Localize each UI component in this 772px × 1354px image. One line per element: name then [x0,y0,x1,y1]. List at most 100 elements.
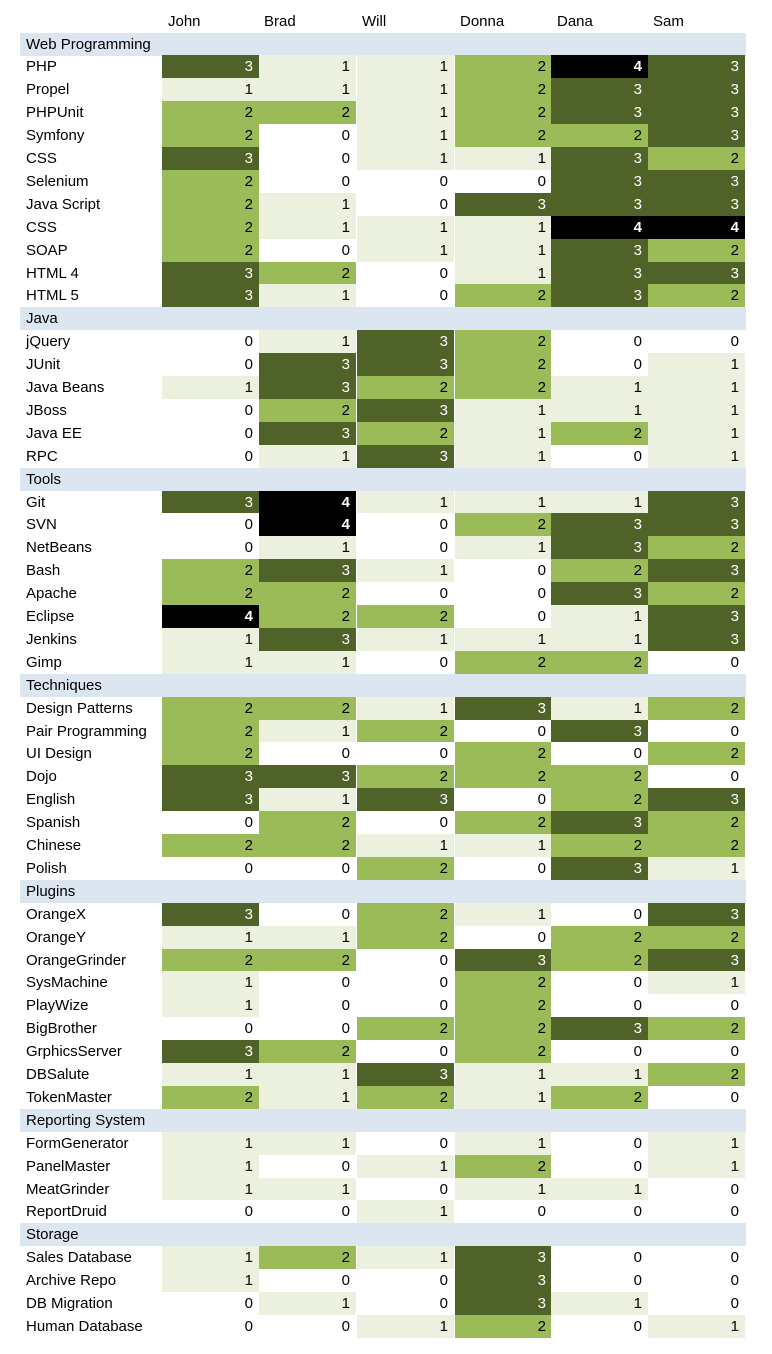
heatmap-cell: 1 [551,376,648,399]
heatmap-cell: 1 [162,971,259,995]
heatmap-cell: 3 [455,696,552,720]
heatmap-cell: 1 [648,971,745,995]
heatmap-cell: 3 [551,536,648,560]
heatmap-cell: 3 [648,261,745,285]
heatmap-cell: 2 [551,948,648,972]
row-label: ReportDruid [26,1203,107,1221]
row-label: CSS [26,218,57,236]
heatmap-cell: 2 [162,124,259,148]
group-label: Storage [26,1226,79,1244]
heatmap-cell: 1 [455,421,552,445]
heatmap-cell: 2 [455,376,552,399]
heatmap-cell: 2 [455,78,552,102]
heatmap-cell: 1 [551,1177,648,1201]
heatmap-cell: 2 [259,834,356,857]
heatmap-cell: 0 [162,1017,259,1041]
heatmap-cell: 0 [551,1154,648,1178]
row-label: SysMachine [26,974,108,992]
row-label: HTML 5 [26,287,79,305]
heatmap-cell: 1 [455,147,552,170]
heatmap-cell: 2 [259,261,356,285]
heatmap-cell: 0 [357,1131,454,1155]
heatmap-cell: 2 [551,834,648,857]
row-label: TokenMaster [26,1088,112,1106]
heatmap-cell: 1 [259,925,356,949]
heatmap-cell: 2 [648,147,745,170]
heatmap-cell: 3 [648,559,745,583]
row-label: Propel [26,81,70,99]
row-label: Polish [26,859,67,877]
heatmap-cell: 3 [455,948,552,972]
row-label: HTML 4 [26,264,79,282]
heatmap-cell: 0 [357,1177,454,1201]
heatmap-cell: 2 [455,284,552,308]
heatmap-cell: 0 [551,1200,648,1224]
row-label: RPC [26,447,58,465]
row-label: Java Beans [26,379,105,396]
heatmap-cell: 0 [648,1040,745,1064]
row-label: Gimp [26,653,62,671]
heatmap-cell: 0 [259,1200,356,1224]
heatmap-cell: 1 [259,1085,356,1109]
heatmap-cell: 2 [357,1085,454,1109]
heatmap-cell: 2 [551,559,648,583]
heatmap-cell: 2 [162,238,259,262]
heatmap-cell: 2 [648,925,745,949]
heatmap-cell: 1 [455,1085,552,1109]
heatmap-cell: 0 [357,742,454,766]
heatmap-cell: 2 [162,559,259,583]
heatmap-cell: 1 [259,330,356,354]
heatmap-cell: 0 [648,330,745,354]
heatmap-cell: 3 [455,1292,552,1315]
heatmap-cell: 3 [551,513,648,537]
heatmap-cell: 1 [259,1131,356,1155]
heatmap-cell: 0 [357,192,454,216]
heatmap-cell: 0 [162,1200,259,1224]
heatmap-cell: 3 [551,238,648,262]
heatmap-cell: 0 [357,513,454,537]
row-label: Symfony [26,127,85,145]
heatmap-cell: 0 [551,1269,648,1293]
heatmap-cell: 3 [357,444,454,468]
row-label: Java EE [26,424,82,442]
heatmap-cell: 1 [357,124,454,148]
heatmap-cell: 0 [357,1040,454,1064]
heatmap-cell: 1 [357,1154,454,1178]
heatmap-cell: 1 [259,650,356,674]
group-header: Web Programming [20,32,746,56]
row-label: JUnit [26,356,61,374]
heatmap-cell: 3 [551,1017,648,1041]
heatmap-cell: 1 [357,147,454,170]
heatmap-cell: 2 [455,1040,552,1064]
heatmap-cell: 0 [648,765,745,789]
heatmap-cell: 3 [648,605,745,628]
heatmap-cell: 3 [162,902,259,926]
heatmap-cell: 0 [551,353,648,377]
group-header: Plugins [20,879,746,903]
heatmap-cell: 1 [455,1177,552,1201]
heatmap-cell: 3 [455,1269,552,1293]
heatmap-cell: 1 [648,1154,745,1178]
heatmap-cell: 0 [259,1017,356,1041]
heatmap-cell: 2 [551,925,648,949]
heatmap-cell: 0 [551,444,648,468]
heatmap-cell: 1 [648,353,745,377]
heatmap-cell: 2 [162,696,259,720]
heatmap-cell: 2 [162,169,259,193]
heatmap-cell: 1 [259,444,356,468]
heatmap-cell: 1 [455,238,552,262]
heatmap-cell: 1 [648,444,745,468]
group-header: Techniques [20,673,746,697]
heatmap-cell: 2 [357,421,454,445]
heatmap-cell: 0 [648,1246,745,1270]
heatmap-cell: 3 [551,582,648,606]
heatmap-cell: 1 [648,856,745,880]
group-label: Reporting System [26,1111,146,1129]
heatmap-cell: 3 [259,376,356,399]
heatmap-cell: 0 [162,536,259,560]
heatmap-cell: 2 [551,421,648,445]
heatmap-cell: 1 [357,696,454,720]
heatmap-cell: 1 [455,834,552,857]
heatmap-cell: 3 [551,192,648,216]
